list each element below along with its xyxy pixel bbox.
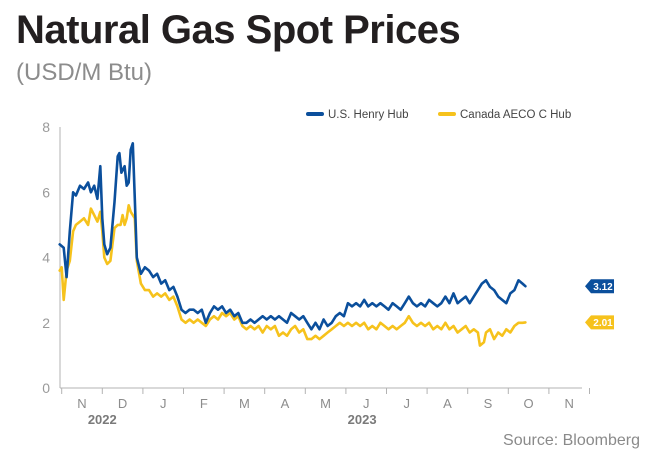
legend: U.S. Henry Hub Canada AECO C Hub xyxy=(306,109,571,121)
x-tick-label: J xyxy=(363,396,370,411)
x-tick-label: J xyxy=(160,396,167,411)
end-labels: 3.12 2.01 xyxy=(585,279,614,330)
end-value-tag xyxy=(585,279,614,294)
x-tick-label: D xyxy=(118,396,127,411)
year-label: 2022 xyxy=(88,412,117,427)
x-tick-label: N xyxy=(77,396,86,411)
end-value-label: 3.12 xyxy=(593,282,613,293)
y-tick-label: 4 xyxy=(42,250,50,266)
x-tick-label: F xyxy=(200,396,208,411)
x-tick-label: O xyxy=(524,396,534,411)
legend-label: Canada AECO C Hub xyxy=(460,109,571,121)
source-note: Source: Bloomberg xyxy=(503,432,640,449)
x-tick-label: A xyxy=(281,396,290,411)
end-value-label: 2.01 xyxy=(593,318,613,329)
series-lines xyxy=(58,142,527,347)
year-label: 2023 xyxy=(348,412,377,427)
y-tick-label: 2 xyxy=(42,315,50,331)
y-tick-label: 6 xyxy=(42,184,50,200)
x-tick-label: S xyxy=(484,396,493,411)
series-aeco-line xyxy=(58,204,527,347)
x-tick-label: N xyxy=(565,396,574,411)
x-tick-label: J xyxy=(404,396,411,411)
end-value-tag xyxy=(585,315,614,330)
series-henry-hub-line xyxy=(58,142,527,331)
x-tick-label: M xyxy=(320,396,331,411)
legend-label: U.S. Henry Hub xyxy=(328,109,409,121)
x-tick-label: A xyxy=(443,396,452,411)
chart-subtitle: (USD/M Btu) xyxy=(16,59,153,86)
x-tick-label: M xyxy=(239,396,250,411)
y-tick-label: 8 xyxy=(42,119,50,135)
y-tick-label: 0 xyxy=(42,380,50,396)
chart-title: Natural Gas Spot Prices xyxy=(16,8,461,52)
